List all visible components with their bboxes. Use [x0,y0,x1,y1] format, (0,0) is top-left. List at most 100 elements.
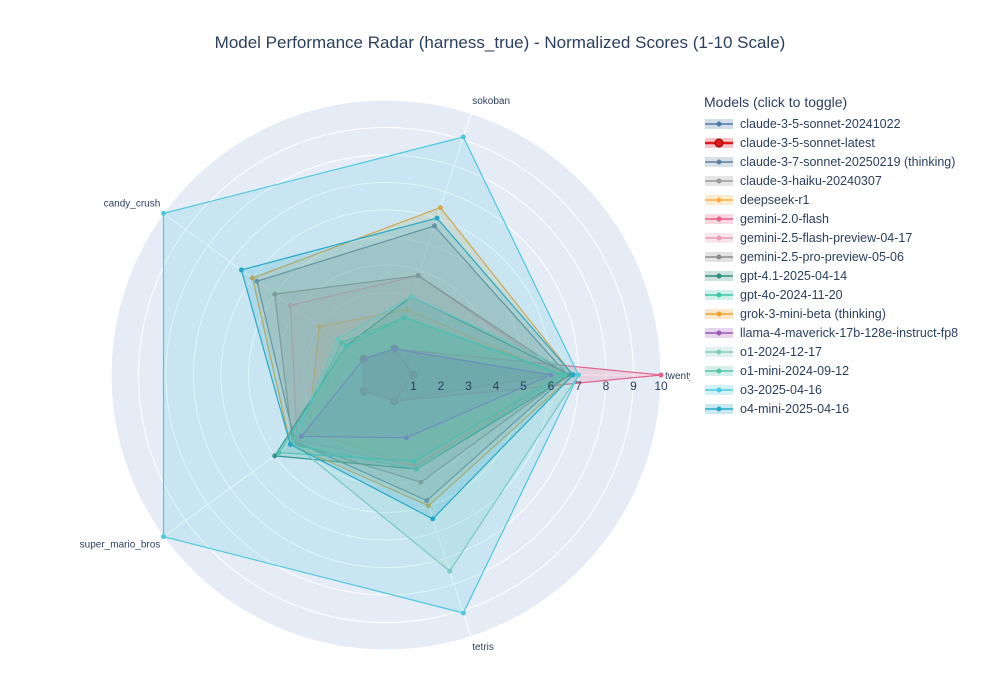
data-point-grok-3-mini-beta (thinking)-sokoban[interactable] [437,205,443,211]
legend-item[interactable]: gpt-4.1-2025-04-14 [704,266,994,285]
legend-label: claude-3-5-sonnet-20241022 [740,116,901,131]
legend-label: o1-2024-12-17 [740,344,823,359]
data-point-o3-2025-04-16-sokoban[interactable] [460,134,466,140]
legend-item[interactable]: llama-4-maverick-17b-128e-instruct-fp8 [704,323,994,342]
data-point-llama-4-maverick-17b-128e-instruct-fp8-tetris[interactable] [403,435,409,441]
data-point-o3-2025-04-16-tetris[interactable] [460,610,466,616]
series-area-gemini-2.5-pro-preview-05-06 [274,274,569,483]
legend-item[interactable]: claude-3-5-sonnet-latest [704,133,994,152]
data-point-gpt-4.1-2025-04-14-super_mario_bros[interactable] [272,453,278,459]
data-point-llama-4-maverick-17b-128e-instruct-fp8-sokoban[interactable] [391,346,397,352]
data-point-gemini-2.5-pro-preview-05-06-tetris[interactable] [418,479,424,485]
axis-label-super_mario_bros: super_mario_bros [80,539,161,550]
legend-item[interactable]: o1-2024-12-17 [704,342,994,361]
series-gemini-2.5-pro-preview-05-06 [272,273,570,485]
data-point-grok-3-mini-beta (thinking)-tetris[interactable] [425,503,431,509]
radial-tick-label: 7 [575,379,582,393]
data-point-gemini-2.0-flash-tetris[interactable] [391,398,397,404]
data-point-deepseek-r1-sokoban[interactable] [404,307,410,313]
legend-label: grok-3-mini-beta (thinking) [740,306,886,321]
data-point-o3-2025-04-16-super_mario_bros[interactable] [161,534,167,540]
legend-item[interactable]: claude-3-7-sonnet-20250219 (thinking) [704,152,994,171]
data-point-deepseek-r1-candy_crush[interactable] [316,324,322,330]
data-point-llama-4-maverick-17b-128e-instruct-fp8-super_mario_bros[interactable] [298,433,304,439]
series-area-o1-2024-12-17 [291,295,580,573]
legend-item[interactable]: gemini-2.5-pro-preview-05-06 [704,247,994,266]
legend-item[interactable]: grok-3-mini-beta (thinking) [704,304,994,323]
legend-item[interactable]: claude-3-5-sonnet-20241022 [704,114,994,133]
legend-label: gemini-2.5-pro-preview-05-06 [740,249,904,264]
radar-series-layer [161,134,664,616]
radar-grid [110,99,662,651]
data-point-gpt-4o-2024-11-20-tetris[interactable] [414,466,420,472]
radial-tick-label: 8 [603,379,610,393]
legend-label: claude-3-5-sonnet-latest [740,135,875,150]
data-point-o3-2025-04-16-candy_crush[interactable] [161,210,167,216]
legend-swatch [705,118,733,129]
data-point-o1-mini-2024-09-12-sokoban[interactable] [402,314,408,320]
data-point-grok-3-mini-beta (thinking)-candy_crush[interactable] [250,275,256,281]
legend: Models (click to toggle) claude-3-5-sonn… [704,94,994,418]
legend-item[interactable]: o4-mini-2025-04-16 [704,399,994,418]
series-llama-4-maverick-17b-128e-instruct-fp8 [298,346,554,441]
legend-label: deepseek-r1 [740,192,810,207]
legend-swatch [705,137,733,148]
axis-line-sokoban [385,113,472,376]
data-point-gemini-2.5-flash-preview-04-17-super_mario_bros[interactable] [294,437,300,443]
legend-swatch [705,194,733,205]
data-point-o1-mini-2024-09-12-super_mario_bros[interactable] [276,450,282,456]
radial-tick-label: 10 [654,379,668,393]
data-point-o1-2024-12-17-tetris[interactable] [447,568,453,574]
data-point-o4-mini-2025-04-16-super_mario_bros[interactable] [287,442,293,448]
data-point-gemini-2.0-flash-super_mario_bros[interactable] [361,388,367,394]
data-point-claude-3-7-sonnet-20250219 (thinking)-sokoban[interactable] [431,223,437,229]
data-point-o4-mini-2025-04-16-twenty_forty_eight[interactable] [570,372,576,378]
legend-item[interactable]: o3-2025-04-16 [704,380,994,399]
legend-item[interactable]: claude-3-haiku-20240307 [704,171,994,190]
data-point-gemini-2.0-flash-twenty_forty_eight[interactable] [658,372,664,378]
data-point-o4-mini-2025-04-16-candy_crush[interactable] [238,267,244,273]
data-point-o1-mini-2024-09-12-candy_crush[interactable] [343,343,349,349]
data-point-o1-mini-2024-09-12-twenty_forty_eight[interactable] [559,372,565,378]
data-point-o1-2024-12-17-candy_crush[interactable] [334,336,340,342]
legend-item[interactable]: gpt-4o-2024-11-20 [704,285,994,304]
series-area-llama-4-maverick-17b-128e-instruct-fp8 [300,348,554,439]
legend-swatch [705,346,733,357]
legend-label: claude-3-7-sonnet-20250219 (thinking) [740,154,956,169]
data-point-gemini-2.5-pro-preview-05-06-candy_crush[interactable] [272,291,278,297]
legend-item[interactable]: deepseek-r1 [704,190,994,209]
legend-label: llama-4-maverick-17b-128e-instruct-fp8 [740,325,959,340]
legend-label: gemini-2.0-flash [740,211,829,226]
data-point-llama-4-maverick-17b-128e-instruct-fp8-candy_crush[interactable] [361,356,367,362]
legend-items: claude-3-5-sonnet-20241022 claude-3-5-son… [704,114,994,418]
legend-item[interactable]: gemini-2.0-flash [704,209,994,228]
data-point-claude-3-5-sonnet-latest-twenty_forty_eight[interactable] [409,370,418,380]
data-point-o1-mini-2024-09-12-tetris[interactable] [411,458,417,464]
radar-chart: 1 2 3 4 5 6 7 8 9 10twenty_ sokoban candy_crushsupe… [80,96,690,653]
data-point-o1-2024-12-17-sokoban[interactable] [408,294,414,300]
data-point-llama-4-maverick-17b-128e-instruct-fp8-twenty_forty_eight[interactable] [548,372,554,378]
legend-label: o4-mini-2025-04-16 [740,401,850,416]
data-point-gemini-2.5-pro-preview-05-06-sokoban[interactable] [415,273,421,279]
axis-label-twenty_forty_eight: twenty_ [665,371,690,382]
legend-label: o3-2025-04-16 [740,382,823,397]
radial-tick-label: 1 [410,379,417,393]
legend-title: Models (click to toggle) [704,94,848,110]
data-point-claude-3-7-sonnet-20250219 (thinking)-candy_crush[interactable] [254,278,260,284]
data-point-o4-mini-2025-04-16-sokoban[interactable] [434,215,440,221]
legend-label: claude-3-haiku-20240307 [740,173,882,188]
data-point-claude-3-7-sonnet-20250219 (thinking)-tetris[interactable] [424,498,430,504]
radial-tick-label: 9 [630,379,637,393]
axis-label-sokoban: sokoban [472,96,510,107]
data-point-o3-2025-04-16-twenty_forty_eight[interactable] [575,372,581,378]
data-point-o4-mini-2025-04-16-tetris[interactable] [430,516,436,522]
data-point-gemini-2.5-flash-preview-04-17-candy_crush[interactable] [287,302,293,308]
legend-item[interactable]: o1-mini-2024-09-12 [704,361,994,380]
legend-swatch [705,289,733,300]
radial-tick-label: 2 [438,379,445,393]
series-o3-2025-04-16 [161,134,581,616]
legend-swatch [705,213,733,224]
legend-item[interactable]: gemini-2.5-flash-preview-04-17 [704,228,994,247]
legend-swatch [705,327,733,338]
data-point-gpt-4o-2024-11-20-candy_crush[interactable] [339,340,345,346]
